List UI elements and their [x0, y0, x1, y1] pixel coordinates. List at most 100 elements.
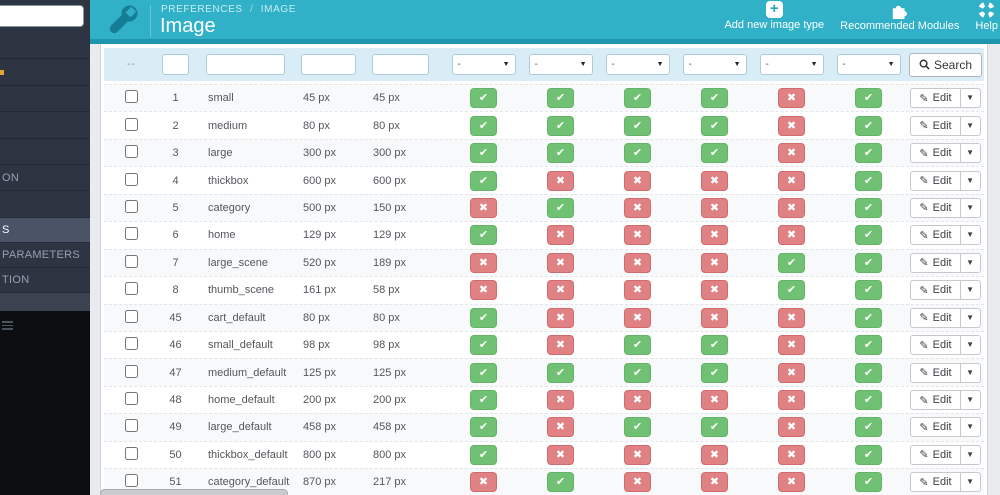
sidebar-item-1[interactable] — [0, 59, 90, 86]
status-enabled-icon[interactable]: ✔ — [855, 444, 882, 465]
status-enabled-icon[interactable]: ✔ — [624, 417, 651, 438]
status-disabled-icon[interactable]: ✖ — [701, 280, 728, 301]
row-actions-dropdown-button[interactable]: ▼ — [960, 88, 981, 109]
status-disabled-icon[interactable]: ✖ — [701, 444, 728, 465]
status-enabled-icon[interactable]: ✔ — [547, 362, 574, 383]
status-enabled-icon[interactable]: ✔ — [547, 115, 574, 136]
status-disabled-icon[interactable]: ✖ — [701, 225, 728, 246]
status-enabled-icon[interactable]: ✔ — [470, 170, 497, 191]
status-disabled-icon[interactable]: ✖ — [778, 444, 805, 465]
status-disabled-icon[interactable]: ✖ — [778, 307, 805, 328]
status-disabled-icon[interactable]: ✖ — [701, 472, 728, 493]
status-enabled-icon[interactable]: ✔ — [855, 472, 882, 493]
status-enabled-icon[interactable]: ✔ — [470, 143, 497, 164]
row-actions-dropdown-button[interactable]: ▼ — [960, 472, 981, 493]
status-enabled-icon[interactable]: ✔ — [547, 88, 574, 109]
status-enabled-icon[interactable]: ✔ — [624, 115, 651, 136]
filter-width-input[interactable] — [301, 54, 356, 75]
status-disabled-icon[interactable]: ✖ — [547, 417, 574, 438]
filter-name-input[interactable] — [206, 54, 285, 75]
edit-button[interactable]: ✎ Edit — [910, 143, 961, 164]
status-disabled-icon[interactable]: ✖ — [547, 252, 574, 273]
status-disabled-icon[interactable]: ✖ — [624, 225, 651, 246]
filter-scenes-select[interactable]: - ▼ — [759, 54, 824, 75]
collapse-menu-icon[interactable] — [2, 321, 13, 330]
status-disabled-icon[interactable]: ✖ — [778, 225, 805, 246]
edit-button[interactable]: ✎ Edit — [910, 472, 961, 493]
status-disabled-icon[interactable]: ✖ — [624, 307, 651, 328]
edit-button[interactable]: ✎ Edit — [910, 225, 961, 246]
status-enabled-icon[interactable]: ✔ — [470, 335, 497, 356]
edit-button[interactable]: ✎ Edit — [910, 362, 961, 383]
status-disabled-icon[interactable]: ✖ — [624, 197, 651, 218]
row-actions-dropdown-button[interactable]: ▼ — [960, 225, 981, 246]
status-disabled-icon[interactable]: ✖ — [547, 335, 574, 356]
recommended-modules-button[interactable]: Recommended Modules — [840, 1, 959, 32]
status-disabled-icon[interactable]: ✖ — [778, 335, 805, 356]
sidebar-item-10[interactable] — [0, 292, 90, 314]
edit-button[interactable]: ✎ Edit — [910, 280, 961, 301]
status-disabled-icon[interactable]: ✖ — [470, 472, 497, 493]
status-enabled-icon[interactable]: ✔ — [701, 115, 728, 136]
search-button[interactable]: Search — [908, 52, 983, 77]
status-enabled-icon[interactable]: ✔ — [855, 252, 882, 273]
status-disabled-icon[interactable]: ✖ — [470, 252, 497, 273]
edit-button[interactable]: ✎ Edit — [910, 307, 961, 328]
status-enabled-icon[interactable]: ✔ — [470, 444, 497, 465]
status-enabled-icon[interactable]: ✔ — [778, 252, 805, 273]
sidebar-item-3[interactable] — [0, 112, 90, 139]
status-disabled-icon[interactable]: ✖ — [701, 390, 728, 411]
row-actions-dropdown-button[interactable]: ▼ — [960, 280, 981, 301]
row-actions-dropdown-button[interactable]: ▼ — [960, 390, 981, 411]
filter-suppliers-select[interactable]: - ▼ — [682, 54, 747, 75]
row-checkbox[interactable] — [125, 364, 138, 378]
sidebar-search-input[interactable] — [0, 5, 84, 27]
status-disabled-icon[interactable]: ✖ — [701, 252, 728, 273]
sidebar-item-4[interactable] — [0, 139, 90, 165]
edit-button[interactable]: ✎ Edit — [910, 252, 961, 273]
sidebar-item-0[interactable] — [0, 33, 90, 60]
row-checkbox[interactable] — [125, 392, 138, 406]
status-disabled-icon[interactable]: ✖ — [778, 390, 805, 411]
row-actions-dropdown-button[interactable]: ▼ — [960, 307, 981, 328]
sidebar-item-7[interactable]: S — [0, 217, 90, 243]
status-enabled-icon[interactable]: ✔ — [855, 115, 882, 136]
status-enabled-icon[interactable]: ✔ — [470, 390, 497, 411]
status-disabled-icon[interactable]: ✖ — [701, 170, 728, 191]
row-checkbox[interactable] — [125, 227, 138, 241]
status-enabled-icon[interactable]: ✔ — [855, 335, 882, 356]
status-enabled-icon[interactable]: ✔ — [470, 88, 497, 109]
edit-button[interactable]: ✎ Edit — [910, 335, 961, 356]
row-checkbox[interactable] — [125, 309, 138, 323]
filter-stores-select[interactable]: - ▼ — [836, 54, 901, 75]
edit-button[interactable]: ✎ Edit — [910, 88, 961, 109]
status-enabled-icon[interactable]: ✔ — [624, 335, 651, 356]
filter-height-input[interactable] — [372, 54, 429, 75]
filter-categories-select[interactable]: - ▼ — [528, 54, 593, 75]
status-enabled-icon[interactable]: ✔ — [701, 417, 728, 438]
status-disabled-icon[interactable]: ✖ — [624, 444, 651, 465]
sidebar-item-2[interactable] — [0, 86, 90, 113]
edit-button[interactable]: ✎ Edit — [910, 170, 961, 191]
status-enabled-icon[interactable]: ✔ — [855, 280, 882, 301]
status-disabled-icon[interactable]: ✖ — [547, 170, 574, 191]
status-enabled-icon[interactable]: ✔ — [855, 197, 882, 218]
status-disabled-icon[interactable]: ✖ — [701, 197, 728, 218]
status-enabled-icon[interactable]: ✔ — [547, 472, 574, 493]
status-disabled-icon[interactable]: ✖ — [547, 444, 574, 465]
status-enabled-icon[interactable]: ✔ — [855, 362, 882, 383]
row-actions-dropdown-button[interactable]: ▼ — [960, 335, 981, 356]
row-checkbox[interactable] — [125, 172, 138, 186]
status-disabled-icon[interactable]: ✖ — [470, 197, 497, 218]
status-enabled-icon[interactable]: ✔ — [855, 390, 882, 411]
status-enabled-icon[interactable]: ✔ — [855, 170, 882, 191]
status-disabled-icon[interactable]: ✖ — [778, 170, 805, 191]
status-enabled-icon[interactable]: ✔ — [701, 335, 728, 356]
status-disabled-icon[interactable]: ✖ — [547, 307, 574, 328]
status-disabled-icon[interactable]: ✖ — [778, 417, 805, 438]
row-checkbox[interactable] — [125, 90, 138, 104]
horizontal-scrollbar[interactable] — [100, 489, 288, 495]
breadcrumb-section[interactable]: PREFERENCES — [161, 4, 243, 15]
status-enabled-icon[interactable]: ✔ — [701, 143, 728, 164]
row-checkbox[interactable] — [125, 419, 138, 433]
